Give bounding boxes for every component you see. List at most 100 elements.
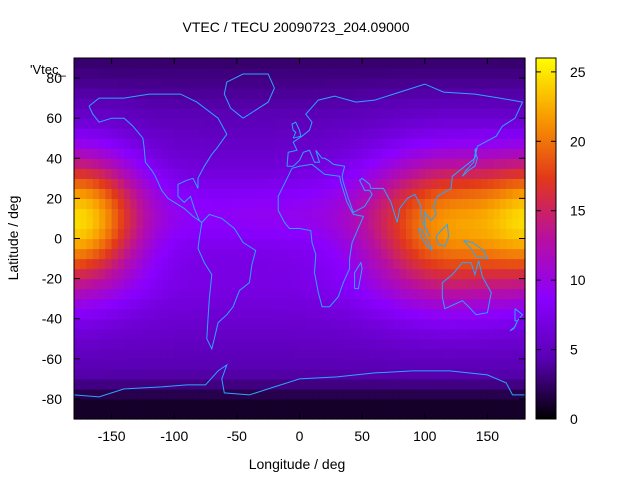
heatmap-cell: [274, 378, 282, 390]
heatmap-cell: [86, 88, 94, 99]
heatmap-cell: [86, 68, 94, 79]
heatmap-cell: [167, 338, 175, 350]
heatmap-cell: [167, 178, 175, 189]
heatmap-cell: [474, 328, 482, 340]
heatmap-cell: [117, 368, 125, 380]
heatmap-cell: [437, 168, 445, 179]
heatmap-cell: [105, 148, 113, 159]
heatmap-cell: [117, 218, 125, 230]
heatmap-cell: [393, 188, 401, 199]
heatmap-cell: [443, 268, 451, 280]
heatmap-cell: [468, 378, 476, 390]
heatmap-cell: [218, 68, 225, 79]
heatmap-cell: [130, 268, 138, 280]
heatmap-cell: [218, 98, 225, 109]
heatmap-cell: [286, 98, 294, 109]
heatmap-cell: [224, 328, 232, 340]
heatmap-cell: [437, 248, 445, 260]
heatmap-cell: [399, 248, 407, 260]
heatmap-cell: [111, 118, 119, 129]
heatmap-cell: [142, 278, 150, 290]
heatmap-cell: [399, 258, 407, 270]
heatmap-cell: [74, 58, 81, 69]
heatmap-cell: [387, 348, 395, 360]
heatmap-cell: [80, 368, 88, 380]
heatmap-cell: [230, 288, 238, 300]
heatmap-cell: [111, 108, 119, 119]
heatmap-cell: [380, 148, 388, 159]
heatmap-cell: [205, 368, 213, 380]
heatmap-cell: [393, 278, 401, 290]
heatmap-cell: [80, 78, 88, 89]
heatmap-cell: [330, 308, 338, 320]
heatmap-cell: [512, 368, 520, 380]
heatmap-cell: [280, 148, 288, 159]
heatmap-cell: [362, 408, 369, 420]
heatmap-cell: [86, 158, 94, 169]
heatmap-cell: [305, 268, 313, 280]
heatmap-cell: [130, 238, 138, 250]
heatmap-cell: [481, 258, 489, 270]
heatmap-cell: [412, 408, 420, 420]
heatmap-cell: [380, 248, 388, 260]
heatmap-cell: [142, 268, 150, 280]
heatmap-cell: [418, 358, 426, 370]
heatmap-cell: [117, 358, 125, 370]
heatmap-cell: [437, 338, 445, 350]
heatmap-cell: [474, 248, 482, 260]
heatmap-cell: [299, 378, 307, 390]
heatmap-cell: [249, 118, 257, 129]
heatmap-cell: [474, 388, 482, 400]
heatmap-cell: [487, 188, 495, 199]
heatmap-cell: [324, 238, 332, 250]
heatmap-cell: [312, 78, 319, 89]
heatmap-cell: [293, 148, 301, 159]
heatmap-cell: [399, 278, 407, 290]
heatmap-cell: [499, 328, 507, 340]
heatmap-cell: [449, 98, 457, 109]
heatmap-cell: [155, 208, 163, 220]
heatmap-cell: [437, 188, 445, 199]
heatmap-cell: [343, 278, 351, 290]
heatmap-cell: [199, 328, 207, 340]
heatmap-cell: [437, 348, 445, 360]
heatmap-cell: [437, 148, 445, 159]
heatmap-cell: [224, 188, 232, 199]
heatmap-cell: [199, 268, 207, 280]
heatmap-cell: [330, 318, 338, 330]
heatmap-cell: [261, 248, 269, 260]
heatmap-cell: [418, 178, 426, 189]
heatmap-cell: [349, 228, 357, 240]
heatmap-cell: [312, 368, 319, 380]
heatmap-cell: [349, 158, 357, 169]
heatmap-cell: [236, 198, 244, 210]
heatmap-cell: [374, 108, 382, 119]
heatmap-cell: [443, 318, 451, 330]
heatmap-cell: [199, 218, 207, 230]
heatmap-cell: [324, 98, 332, 109]
heatmap-cell: [349, 118, 357, 129]
heatmap-cell: [431, 178, 438, 189]
heatmap-cell: [468, 178, 476, 189]
heatmap-cell: [387, 278, 395, 290]
heatmap-cell: [99, 288, 106, 300]
heatmap-cell: [506, 188, 514, 199]
heatmap-cell: [111, 188, 119, 199]
heatmap-cell: [99, 398, 106, 410]
heatmap-cell: [362, 208, 369, 220]
heatmap-cell: [243, 308, 250, 320]
heatmap-cell: [312, 208, 319, 220]
heatmap-cell: [418, 58, 426, 69]
heatmap-cell: [437, 98, 445, 109]
heatmap-cell: [199, 318, 207, 330]
heatmap-cell: [499, 368, 507, 380]
heatmap-cell: [193, 128, 200, 139]
heatmap-cell: [380, 208, 388, 220]
heatmap-cell: [443, 118, 451, 129]
heatmap-cell: [261, 288, 269, 300]
heatmap-cell: [86, 148, 94, 159]
heatmap-cell: [418, 338, 426, 350]
heatmap-cell: [487, 358, 495, 370]
heatmap-cell: [418, 368, 426, 380]
heatmap-cell: [205, 398, 213, 410]
